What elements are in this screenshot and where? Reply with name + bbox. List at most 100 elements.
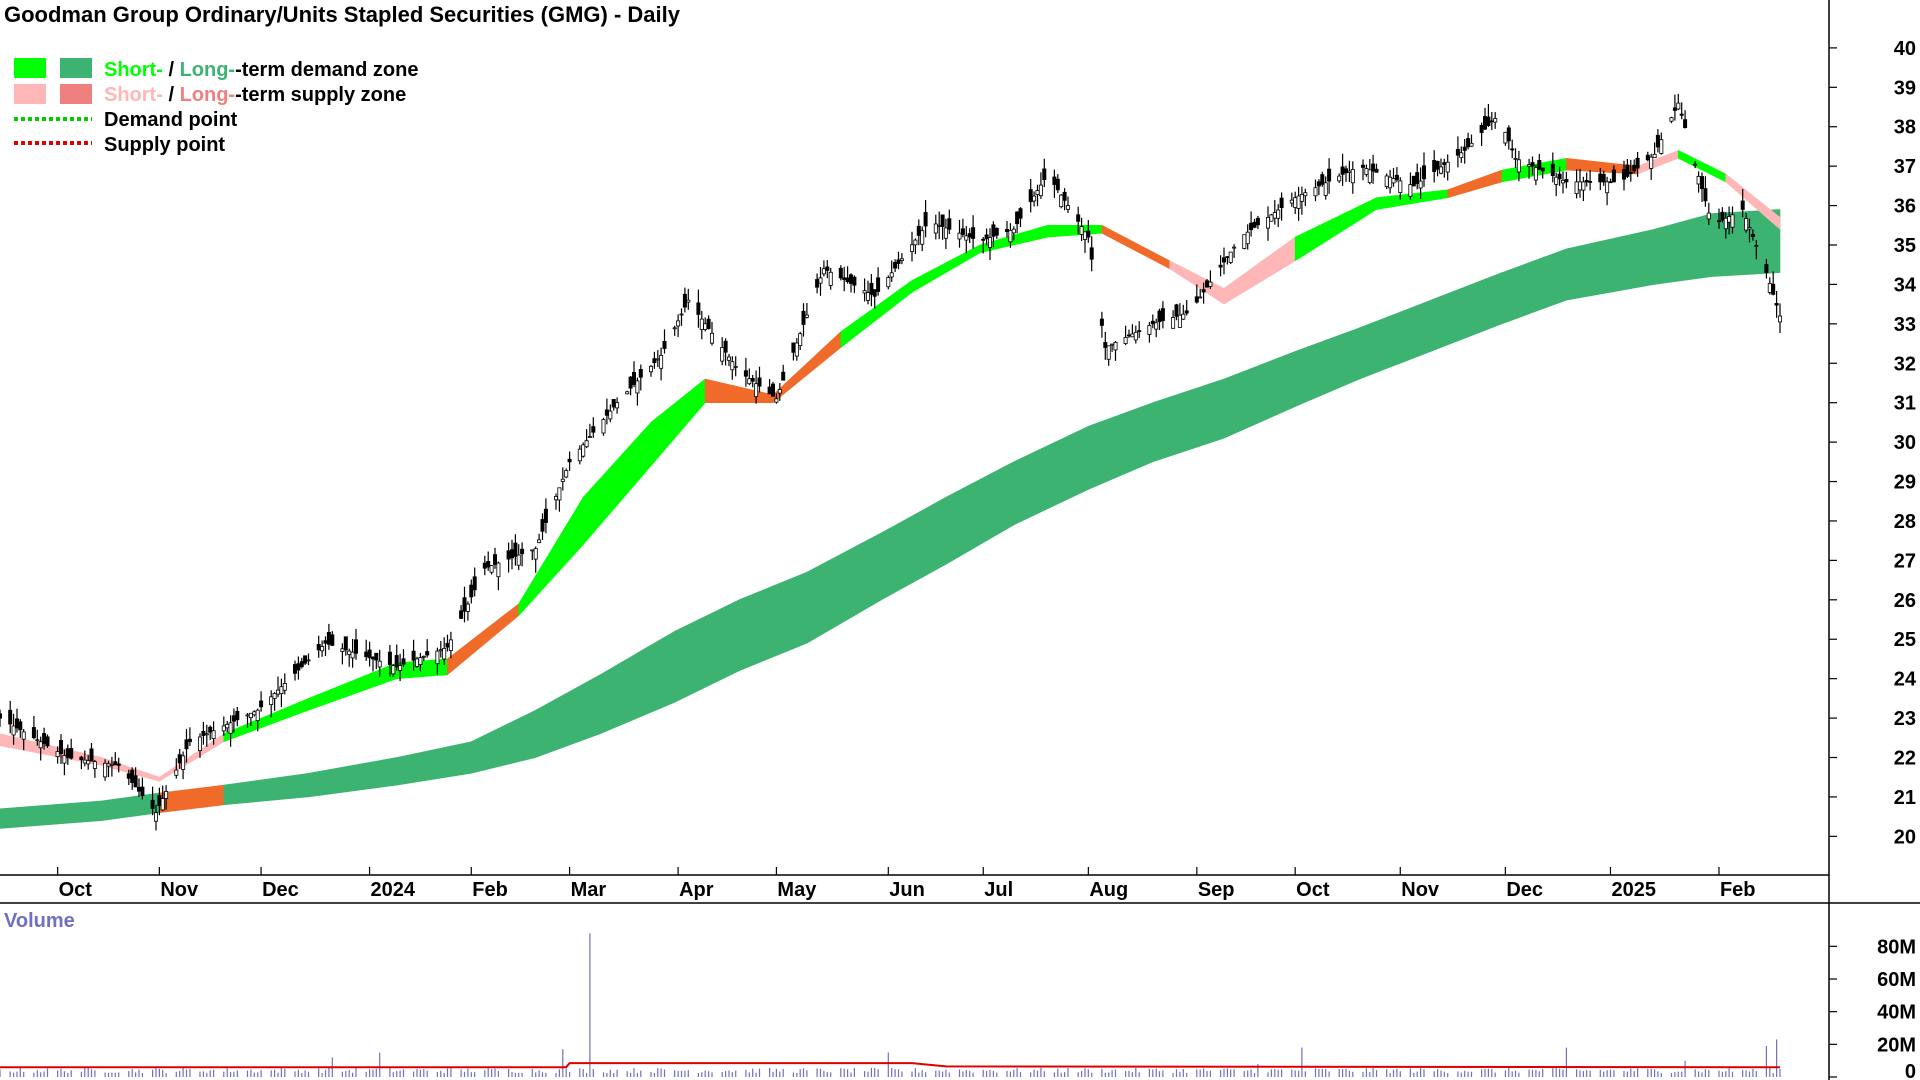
candle-body <box>1103 341 1108 348</box>
candle-body <box>743 370 748 377</box>
candle-body <box>45 736 50 747</box>
volume-tick-label: 20M <box>1877 1034 1916 1056</box>
candle-body <box>1055 178 1060 191</box>
candle-body <box>710 332 715 344</box>
candle-body <box>1015 211 1020 225</box>
y-tick-label: 34 <box>1894 274 1917 296</box>
legend-supply-rest: -term supply zone <box>235 84 406 106</box>
candle-body <box>537 539 542 544</box>
candle-body <box>886 277 891 288</box>
x-tick-label: 2024 <box>371 879 416 901</box>
x-tick-label: Jul <box>984 879 1013 901</box>
short-zone-segment <box>308 662 398 711</box>
candle-body <box>920 230 925 245</box>
candle-body <box>564 470 569 478</box>
chart-title: Goodman Group Ordinary/Units Stapled Sec… <box>4 2 681 27</box>
candle-body <box>462 597 467 612</box>
candle-body <box>320 646 325 652</box>
candle-body <box>1516 159 1521 173</box>
candle-body <box>876 277 881 292</box>
candle-body <box>136 786 141 792</box>
candle-body <box>235 711 240 721</box>
candle-body <box>1201 289 1206 293</box>
volume-tick-label: 40M <box>1877 1002 1916 1024</box>
candle-body <box>340 648 345 652</box>
candle-body <box>910 244 915 252</box>
candle-body <box>937 224 942 227</box>
long-zone-segment <box>1566 228 1655 301</box>
candle-body <box>282 683 287 691</box>
candle-body <box>1530 162 1535 167</box>
candle-body <box>14 718 19 729</box>
short-zone-segment <box>650 378 706 467</box>
candle-body <box>757 377 762 387</box>
candle-body <box>201 731 206 736</box>
candle-body <box>1089 247 1094 260</box>
x-tick-label: 2025 <box>1611 879 1656 901</box>
candle-body <box>89 748 94 762</box>
candle-body <box>1503 131 1508 144</box>
candle-body <box>1581 181 1586 191</box>
candle-body <box>492 554 497 565</box>
candle-body <box>21 731 26 740</box>
legend-demand-rest: -term demand zone <box>235 59 418 81</box>
candle-body <box>92 761 97 769</box>
candle-body <box>635 380 640 394</box>
long-zone-segment <box>1654 213 1713 285</box>
candle-body <box>1730 214 1735 228</box>
candle-body <box>8 709 13 725</box>
candle-body <box>964 235 969 241</box>
candle-body <box>1506 127 1511 142</box>
candle-body <box>255 709 260 722</box>
candle-body <box>1774 302 1779 306</box>
candle-body <box>1561 179 1566 184</box>
legend-supply-short: Short- <box>104 84 163 106</box>
x-tick-label: Mar <box>571 879 607 901</box>
y-tick-label: 38 <box>1894 117 1916 139</box>
candle-body <box>69 748 74 759</box>
candle-body <box>225 724 230 729</box>
candle-body <box>1269 214 1274 222</box>
candle-body <box>1184 310 1189 314</box>
candle-body <box>767 386 772 395</box>
y-tick-label: 20 <box>1894 826 1916 848</box>
candle-body <box>889 272 894 278</box>
candle-body <box>113 761 118 766</box>
short-term-zone <box>0 149 1781 782</box>
candle-body <box>1137 330 1142 333</box>
candle-body <box>1272 212 1277 219</box>
candle-body <box>1778 315 1783 323</box>
long-zone-segment <box>396 741 472 786</box>
candle-body <box>1479 125 1484 134</box>
candle-body <box>42 733 47 745</box>
short-zone-segment <box>911 244 981 293</box>
candle-body <box>1439 166 1444 174</box>
candle-body <box>160 798 165 811</box>
candle-body <box>184 739 189 750</box>
candle-body <box>1635 157 1640 169</box>
candle-body <box>1510 148 1515 151</box>
candle-body <box>140 786 145 796</box>
candle-body <box>435 650 440 665</box>
candle-body <box>733 365 738 368</box>
candle-body <box>489 565 494 573</box>
candle-body <box>377 660 382 668</box>
candle-body <box>174 769 179 776</box>
volume-average-line <box>0 1062 1781 1069</box>
candle-body <box>1293 197 1298 208</box>
candle-body <box>316 644 321 651</box>
candle-body <box>838 267 843 279</box>
legend-demand-short: Short- <box>104 59 163 81</box>
candle-body <box>438 649 443 652</box>
x-tick-label: Nov <box>160 879 199 901</box>
candle-body <box>259 700 264 708</box>
candle-body <box>754 383 759 398</box>
candle-body <box>632 371 637 385</box>
candle-body <box>1160 308 1165 322</box>
long-zone-segment <box>1013 425 1089 526</box>
candle-body <box>608 410 613 420</box>
candle-body <box>1154 322 1159 330</box>
candle-body <box>1327 168 1332 182</box>
candle-body <box>730 361 735 371</box>
candle-body <box>1218 264 1223 268</box>
